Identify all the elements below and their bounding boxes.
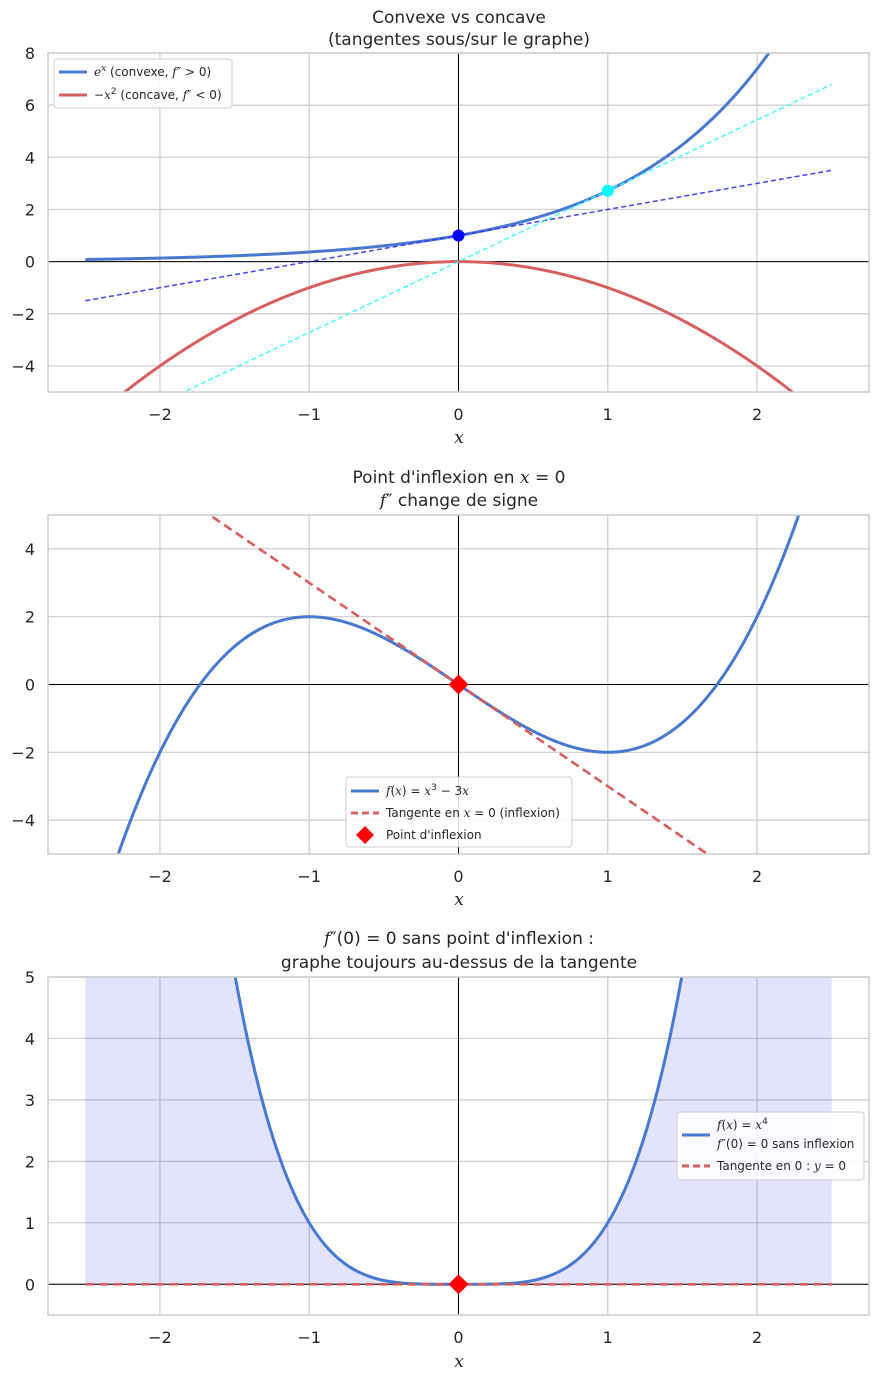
y-tick-label: 3 (25, 1091, 35, 1110)
x-tick-label: −2 (148, 867, 172, 886)
shaded-region (85, 977, 832, 1285)
plot-frame (47, 514, 870, 855)
inflection-marker (448, 1274, 469, 1295)
tick-labels: −2 −1 0 1 2 −4 −2 0 2 4 (11, 540, 762, 886)
chart-title-line-2: f″ change de signe (378, 491, 538, 511)
x-tick-label: −1 (297, 1328, 321, 1347)
y-tick-label: 2 (25, 200, 35, 219)
tick-labels: −2 −1 0 1 2 −4 −2 0 2 4 6 8 (11, 44, 762, 424)
legend: ex (convexe, f″ > 0) −x2 (concave, f″ < … (53, 58, 233, 109)
y-tick-label: 0 (25, 1275, 35, 1294)
panel-no-inflection: f″(0) = 0 sans point d'inflexion : graph… (25, 929, 870, 1372)
legend-label-neg-square: −x2 (concave, f″ < 0) (94, 87, 222, 102)
x-tick-label: −1 (297, 405, 321, 424)
y-tick-label: 8 (25, 44, 35, 63)
y-tick-label: 1 (25, 1214, 35, 1233)
point-marker-1 (601, 184, 614, 197)
y-tick-label: 2 (25, 608, 35, 627)
y-tick-label: −2 (11, 743, 35, 762)
chart-title-line-1: Convexe vs concave (372, 8, 546, 28)
legend: f(x) = x3 − 3x Tangente en x = 0 (inflex… (345, 776, 573, 848)
y-tick-label: 2 (25, 1152, 35, 1171)
point-marker-0 (452, 229, 465, 242)
y-tick-label: −2 (11, 305, 35, 324)
chart-title-line-1: Point d'inflexion en x = 0 (353, 468, 566, 488)
x-axis-label: x (454, 890, 464, 910)
y-tick-label: 4 (25, 1029, 35, 1048)
legend-box (53, 58, 233, 109)
x-tick-label: 0 (453, 1328, 463, 1347)
x-axis-label: x (454, 428, 464, 448)
x-tick-label: −1 (297, 867, 321, 886)
x-tick-label: 0 (453, 405, 463, 424)
series-x-concave-f-0 (122, 260, 795, 392)
y-tick-label: 4 (25, 148, 35, 167)
x-tick-label: 2 (752, 405, 762, 424)
legend-swatch-inflection-point (356, 826, 374, 844)
chart-title-line-1: f″(0) = 0 sans point d'inflexion : (322, 929, 594, 949)
y-tick-label: 4 (25, 540, 35, 559)
legend-box (345, 776, 573, 848)
panel-inflection: Point d'inflexion en x = 0 f″ change de … (11, 468, 870, 910)
panel-convex-concave: Convexe vs concave (tangentes sous/sur l… (11, 8, 870, 448)
legend-label-exp: ex (convexe, f″ > 0) (94, 64, 211, 79)
y-tick-label: 0 (25, 676, 35, 695)
legend-label-quartic-line-2: f″(0) = 0 sans inflexion (716, 1137, 854, 1151)
x-axis-label: x (454, 1352, 464, 1372)
y-tick-label: 6 (25, 96, 35, 115)
chart-title-line-2: graphe toujours au-dessus de la tangente (281, 953, 637, 973)
legend-box (676, 1111, 865, 1181)
x-tick-label: 1 (603, 867, 613, 886)
x-tick-label: 1 (603, 405, 613, 424)
x-tick-label: 2 (752, 867, 762, 886)
legend-label-inflection-point: Point d'inflexion (386, 828, 482, 842)
x-tick-label: 1 (603, 1328, 613, 1347)
legend-label-tangent: Tangente en x = 0 (inflexion) (385, 806, 560, 820)
chart-title-line-2: (tangentes sous/sur le graphe) (328, 30, 590, 50)
legend-label-tangent: Tangente en 0 : y = 0 (716, 1159, 846, 1173)
x-tick-label: −2 (148, 405, 172, 424)
tangent-line-3 (182, 83, 833, 392)
x-tick-label: −2 (148, 1328, 172, 1347)
legend-label-cubic: f(x) = x3 − 3x (385, 783, 469, 798)
plot-frame (47, 976, 870, 1316)
inflection-marker (448, 674, 469, 695)
y-tick-label: 0 (25, 253, 35, 272)
x-tick-label: 2 (752, 1328, 762, 1347)
legend-label-quartic-line-1: f(x) = x4 (716, 1117, 768, 1132)
y-tick-label: −4 (11, 811, 35, 830)
y-tick-label: 5 (25, 968, 35, 987)
tick-labels: −2 −1 0 1 2 0 1 2 3 4 5 (25, 968, 762, 1347)
y-tick-label: −4 (11, 357, 35, 376)
x-tick-label: 0 (453, 867, 463, 886)
legend: f(x) = x4 f″(0) = 0 sans inflexion Tange… (676, 1111, 865, 1181)
plot-frame (47, 52, 870, 393)
